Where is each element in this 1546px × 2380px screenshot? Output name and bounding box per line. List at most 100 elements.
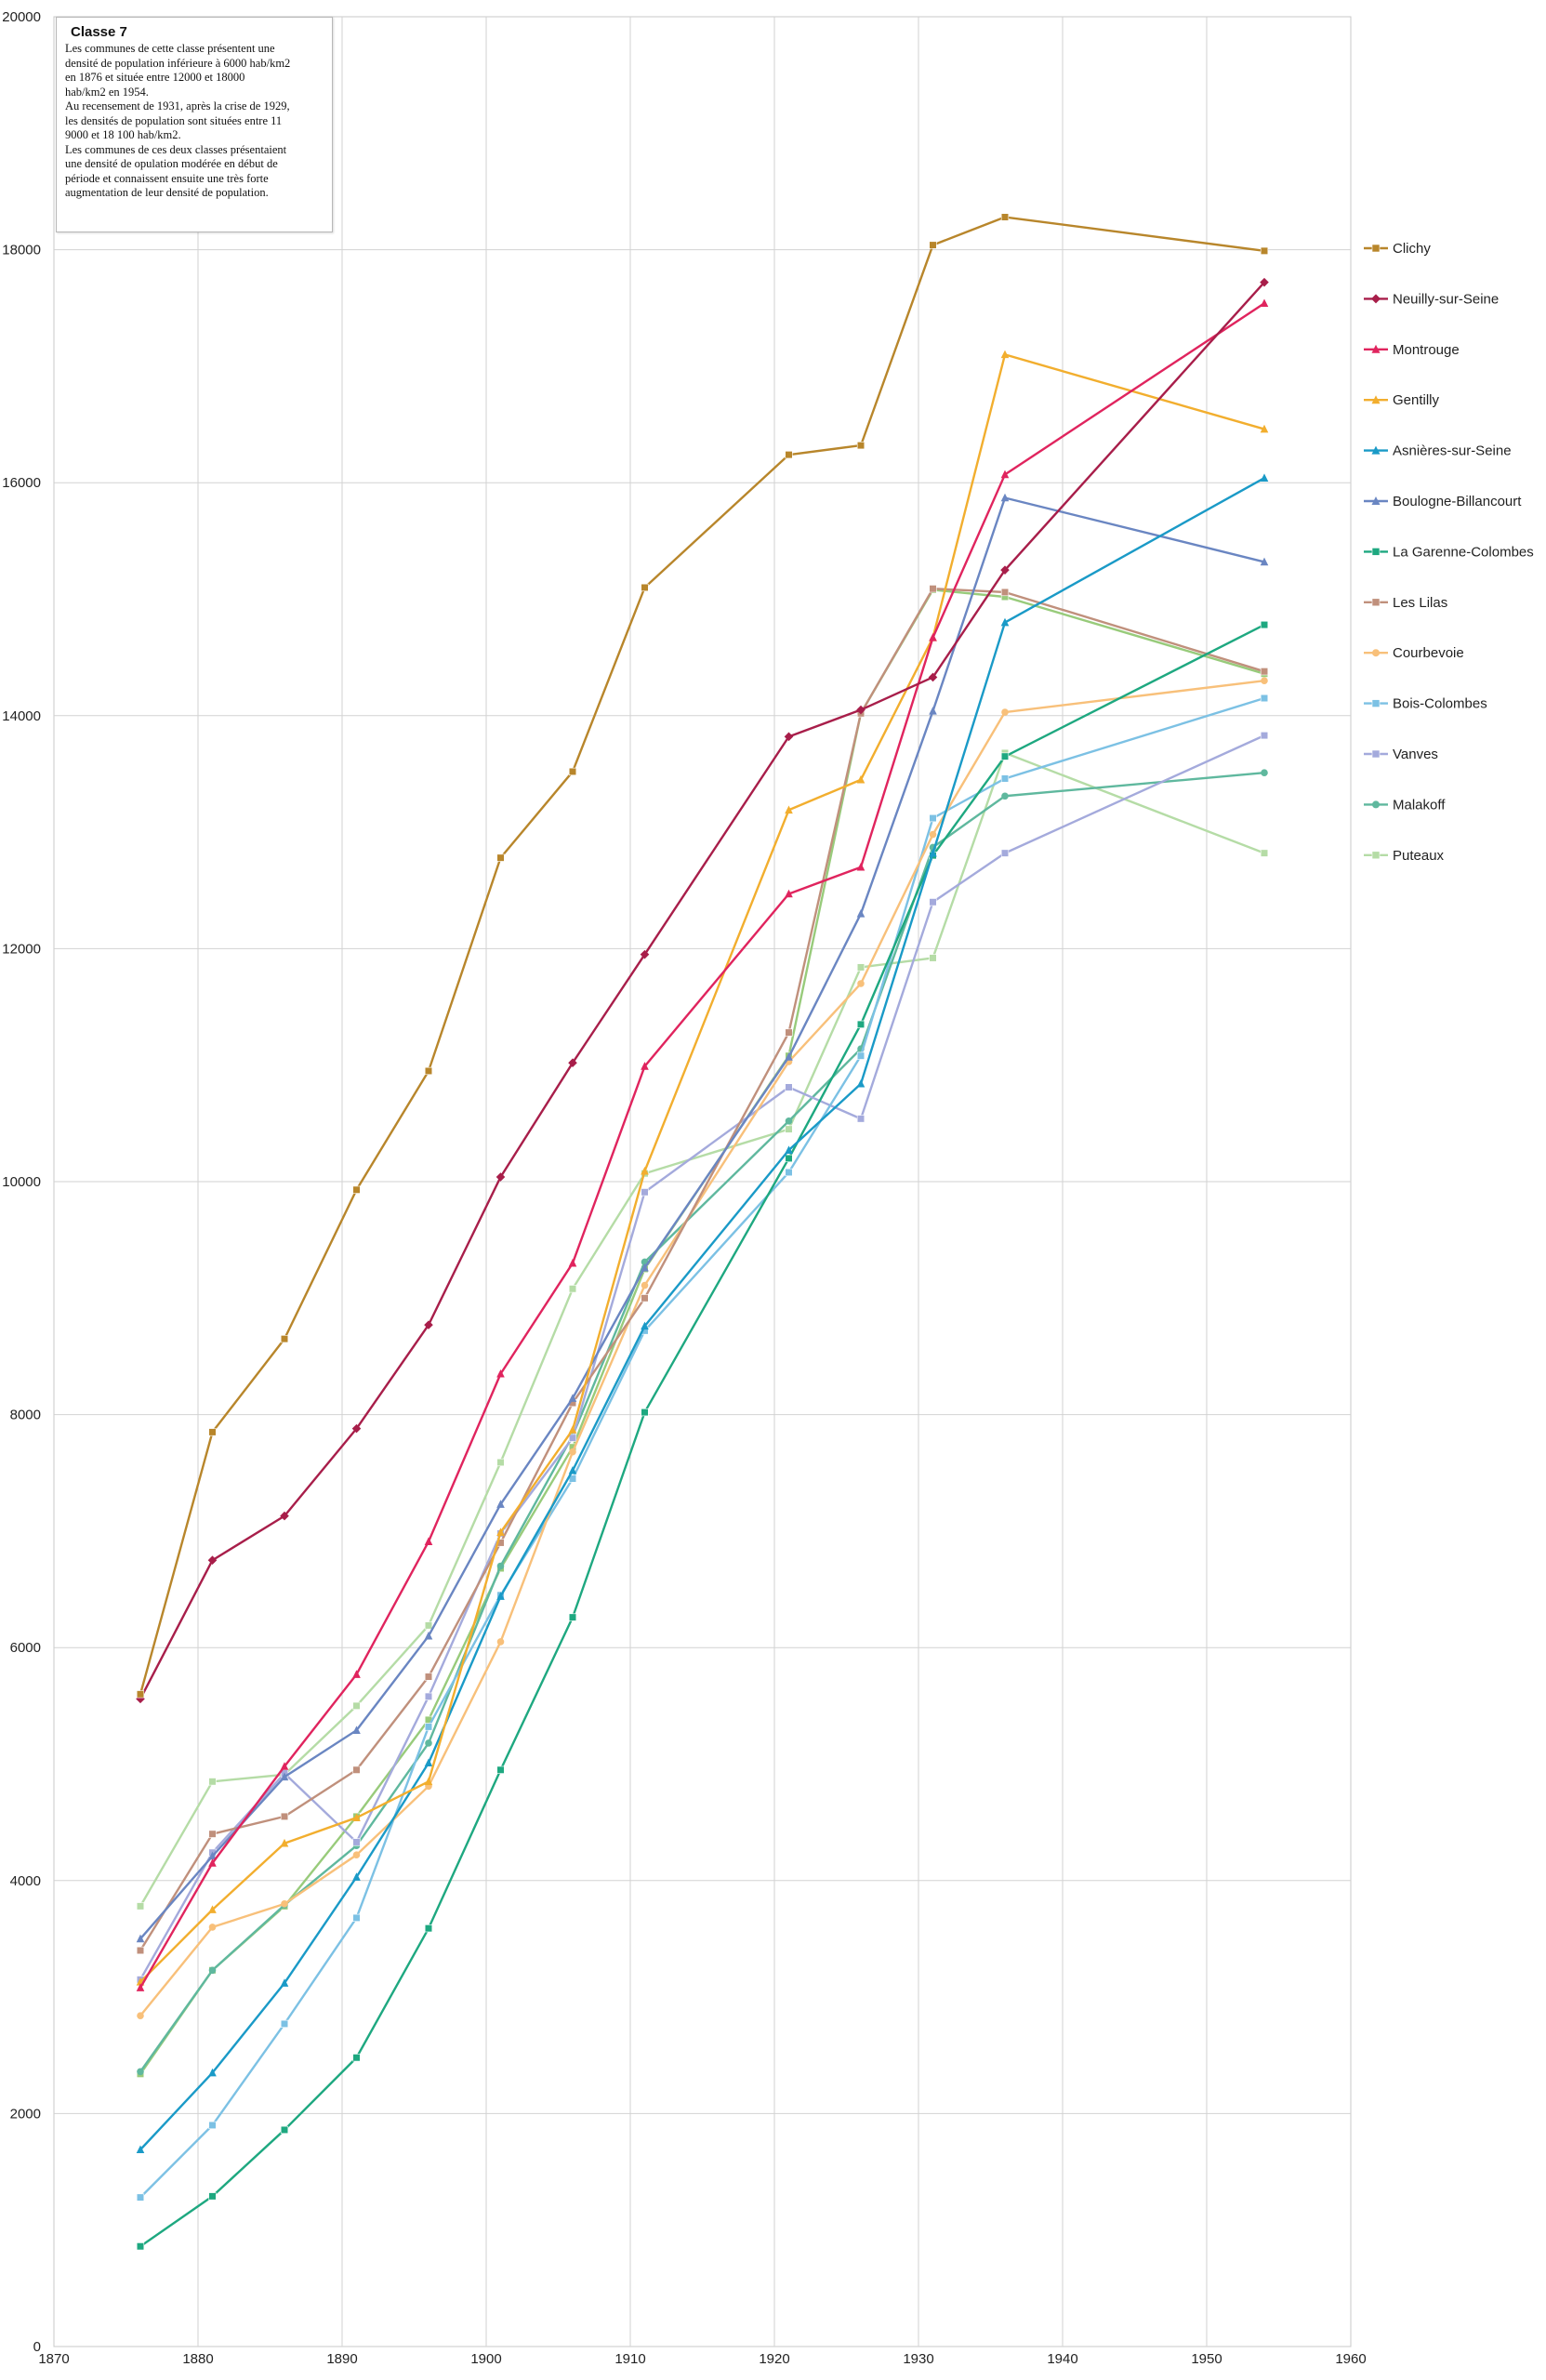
data-point (424, 1066, 433, 1076)
legend-item-courbevoie: Courbevoie (1364, 645, 1464, 661)
legend-label: Montrouge (1393, 342, 1460, 358)
data-point (1260, 424, 1269, 433)
legend-swatch-marker (1371, 749, 1381, 759)
data-point (352, 1913, 361, 1922)
data-point (1260, 298, 1269, 308)
x-tick-label: 1890 (326, 2351, 357, 2367)
data-point (352, 1701, 361, 1710)
data-point (280, 1762, 289, 1770)
x-tick-label: 1880 (182, 2351, 213, 2367)
x-tick-label: 1940 (1047, 2351, 1077, 2367)
legend-label: Clichy (1393, 241, 1431, 257)
data-point (137, 2012, 144, 2019)
legend-item-asnieres-sur-seine: Asnières-sur-Seine (1364, 443, 1512, 459)
data-point (352, 1851, 361, 1859)
data-point (1260, 668, 1269, 676)
data-point (1000, 213, 1010, 221)
legend-swatch-marker (1371, 294, 1381, 304)
data-point (496, 1527, 505, 1536)
data-point (569, 1448, 576, 1456)
legend-item-boulogne-billancourt: Boulogne-Billancourt (1364, 494, 1522, 509)
data-point (785, 1117, 793, 1125)
data-point (568, 1434, 577, 1442)
data-point (856, 774, 865, 784)
data-point (1000, 617, 1010, 627)
data-point (424, 1723, 433, 1731)
data-point (1260, 849, 1269, 857)
data-point (352, 1185, 361, 1194)
data-point (281, 1900, 288, 1908)
data-point (496, 1368, 505, 1378)
data-point (785, 1125, 793, 1133)
data-point (568, 1285, 577, 1293)
legend-label: Vanves (1393, 747, 1438, 762)
data-point (785, 1028, 793, 1037)
data-point (929, 706, 937, 715)
data-point (785, 1145, 793, 1154)
data-point (136, 1983, 145, 1991)
series-bois-colombes (136, 694, 1269, 2202)
y-tick-label: 18000 (2, 243, 41, 258)
data-point (929, 813, 937, 823)
y-tick-label: 0 (33, 2339, 41, 2355)
legend-swatch-marker (1371, 395, 1381, 404)
gridlines (54, 17, 1351, 2347)
legend-item-vanves: Vanves (1364, 747, 1438, 762)
data-point (136, 2193, 145, 2202)
legend-item-les-lilas: Les Lilas (1364, 595, 1447, 611)
data-point (136, 1902, 145, 1911)
data-point (1260, 732, 1269, 740)
data-point (208, 1858, 217, 1867)
legend-swatch-marker (1371, 699, 1381, 707)
data-point (641, 1408, 649, 1417)
data-point (280, 1978, 289, 1987)
data-point (1001, 708, 1009, 716)
data-point (928, 672, 938, 682)
legend-label: Les Lilas (1393, 595, 1447, 611)
data-point (280, 1838, 289, 1847)
legend-item-gentilly: Gentilly (1364, 392, 1440, 408)
legend-label: Malakoff (1393, 797, 1446, 813)
data-point (568, 1058, 577, 1067)
data-point (208, 1924, 217, 1931)
x-tick-label: 1870 (38, 2351, 69, 2367)
data-point (424, 1621, 433, 1630)
y-tick-label: 4000 (10, 1873, 41, 1889)
data-point (929, 830, 937, 839)
legend-item-malakoff: Malakoff (1364, 797, 1446, 813)
data-point (1260, 620, 1269, 629)
data-point (641, 1281, 649, 1289)
legend-label: Bois-Colombes (1393, 696, 1487, 712)
y-tick-label: 20000 (2, 9, 41, 25)
data-point (785, 451, 793, 459)
data-point (208, 2121, 217, 2130)
series-layer (136, 213, 1269, 2251)
data-point (1260, 277, 1269, 287)
legend-label: La Garenne-Colombes (1393, 544, 1534, 560)
legend-label: Courbevoie (1393, 645, 1464, 661)
data-point (1000, 849, 1010, 857)
legend-label: Asnières-sur-Seine (1393, 443, 1512, 459)
data-point (424, 1777, 433, 1786)
y-tick-label: 6000 (10, 1640, 41, 1656)
series-montrouge (136, 298, 1269, 1991)
legend-swatch-marker (1372, 800, 1380, 809)
legend-label: Neuilly-sur-Seine (1393, 291, 1499, 307)
data-point (1000, 588, 1010, 597)
x-tick-label: 1930 (903, 2351, 933, 2367)
data-point (496, 1458, 505, 1467)
series-neuilly-sur-seine (136, 277, 1269, 1704)
data-point (856, 1051, 865, 1060)
data-point (568, 1613, 577, 1621)
data-point (856, 862, 865, 871)
series-asnieres-sur-seine (136, 473, 1269, 2154)
data-point (929, 585, 937, 593)
data-point (856, 909, 865, 918)
data-point (208, 2192, 217, 2201)
x-tick-label: 1950 (1191, 2351, 1222, 2367)
data-point (280, 1812, 289, 1820)
series-courbevoie (137, 677, 1268, 2019)
data-point (352, 1813, 361, 1821)
annotation-box: Classe 7 Les communes de cette classe pr… (56, 17, 333, 232)
data-point (785, 1052, 793, 1061)
